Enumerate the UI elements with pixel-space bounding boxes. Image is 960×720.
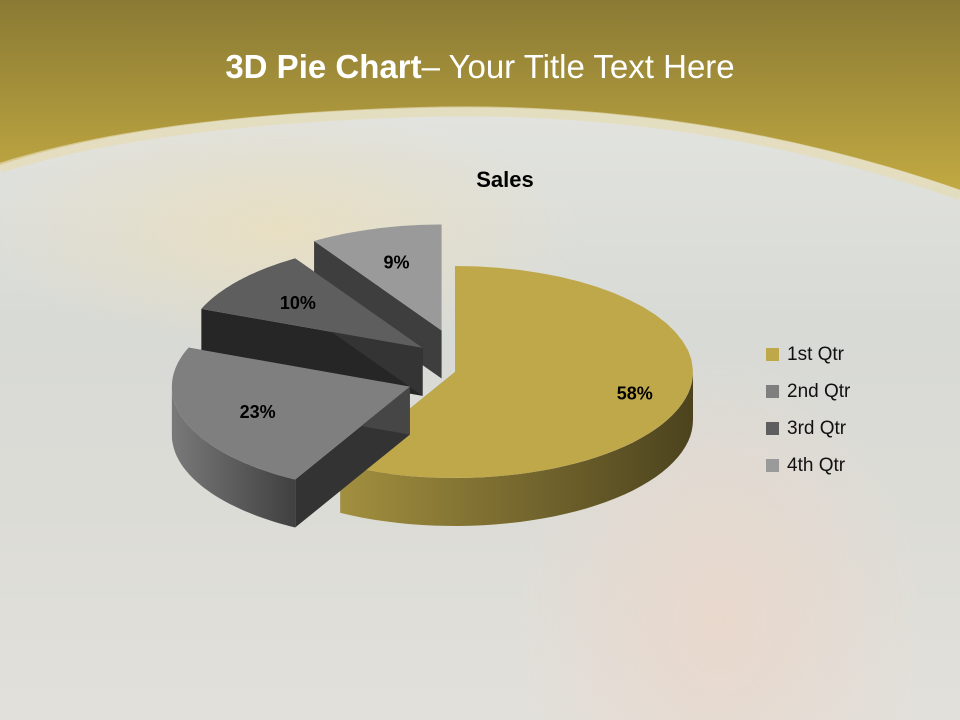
legend-label: 4th Qtr (787, 454, 846, 476)
data-label: 58% (617, 384, 653, 404)
legend-swatch (766, 348, 779, 361)
legend-label: 3rd Qtr (787, 417, 847, 439)
data-label: 9% (383, 252, 409, 272)
legend-item: 4th Qtr (766, 447, 850, 484)
slide-title: 3D Pie Chart– Your Title Text Here (225, 48, 735, 85)
chart-legend: 1st Qtr 2nd Qtr 3rd Qtr 4th Qtr (766, 336, 850, 484)
chart-title: Sales (476, 167, 534, 192)
pie-slice-side (171, 385, 296, 528)
legend-swatch (766, 422, 779, 435)
pie-slice-4th-qtr (314, 224, 442, 331)
legend-label: 2nd Qtr (787, 380, 851, 402)
pie-slice-2nd-qtr (171, 347, 410, 480)
legend-item: 2nd Qtr (766, 373, 850, 410)
legend-label: 1st Qtr (787, 343, 845, 365)
pie-slice-3rd-qtr (201, 258, 423, 348)
legend-swatch (766, 385, 779, 398)
header-arc-highlight (0, 106, 960, 200)
legend-item: 1st Qtr (766, 336, 850, 373)
pie-slice-1st-qtr (340, 266, 693, 478)
legend-swatch (766, 459, 779, 472)
data-label: 23% (240, 402, 276, 422)
legend-item: 3rd Qtr (766, 410, 850, 447)
pie-slice-wall (201, 308, 423, 396)
header-band (0, 0, 960, 190)
data-label: 10% (280, 293, 316, 313)
pie-slice-side (340, 371, 693, 526)
